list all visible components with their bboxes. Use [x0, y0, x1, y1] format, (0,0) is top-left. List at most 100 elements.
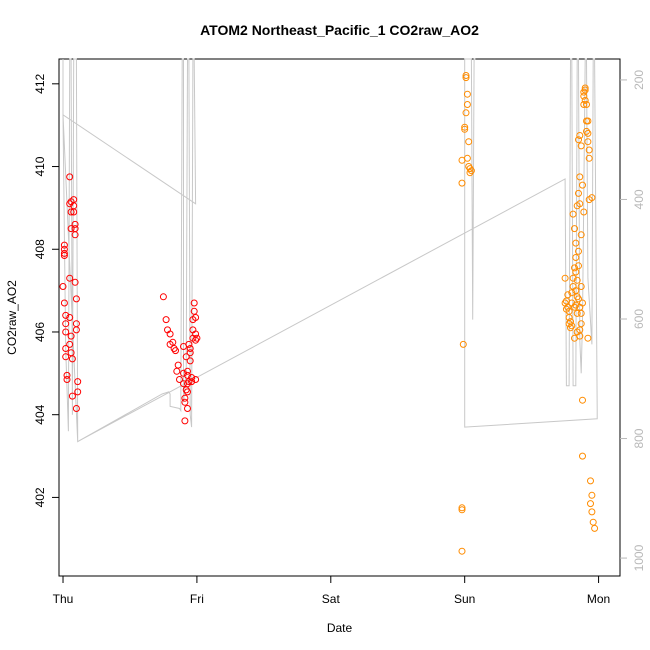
data-point: [584, 129, 592, 137]
data-point: [174, 361, 182, 369]
data-point: [465, 138, 473, 146]
x-axis: Thu Fri Sat Sun Mon: [53, 575, 610, 606]
data-point: [568, 322, 576, 330]
x-tick-label: Sun: [454, 592, 475, 606]
data-point: [576, 200, 584, 208]
data-point: [71, 220, 79, 228]
data-point: [583, 101, 590, 108]
data-point: [585, 154, 593, 162]
data-point: [564, 291, 572, 299]
data-point: [62, 328, 70, 336]
data-point: [60, 241, 68, 249]
data-point: [181, 398, 189, 406]
data-point: [572, 239, 580, 247]
data-point: [581, 86, 589, 94]
plot-border: [58, 58, 621, 577]
data-point: [186, 345, 194, 352]
data-point: [575, 295, 582, 303]
data-point: [567, 324, 574, 332]
y2-tick-label: 1000: [632, 544, 646, 571]
data-point: [458, 179, 466, 187]
data-point: [588, 491, 596, 499]
points-layer: [59, 72, 599, 555]
data-point: [458, 547, 466, 555]
data-point: [564, 303, 572, 311]
data-point: [188, 374, 196, 381]
data-point: [67, 208, 75, 216]
data-point: [459, 340, 467, 348]
y2-tick-label: 800: [632, 428, 646, 448]
data-point: [72, 320, 80, 328]
data-point: [62, 345, 70, 352]
data-point: [181, 417, 189, 425]
data-point: [186, 349, 194, 357]
data-point: [466, 169, 474, 177]
data-point: [462, 72, 470, 79]
data-point: [576, 132, 584, 139]
data-point: [467, 167, 475, 175]
data-point: [573, 276, 581, 284]
data-point: [584, 138, 592, 146]
data-point: [62, 353, 70, 361]
data-point: [579, 396, 586, 404]
y2-axis: 200 400 600 800 1000: [620, 70, 646, 571]
data-point: [463, 90, 471, 98]
data-point: [67, 332, 75, 340]
data-point: [577, 231, 585, 239]
data-point: [180, 369, 187, 377]
data-point: [72, 326, 80, 334]
data-point: [188, 378, 196, 386]
data-point: [571, 225, 578, 233]
data-point: [572, 254, 580, 261]
data-point: [561, 274, 569, 282]
y-axis-label: CO2raw_AO2: [5, 280, 19, 355]
data-point: [66, 173, 74, 181]
data-point: [463, 101, 471, 108]
x-tick-label: Mon: [587, 592, 610, 606]
data-point: [585, 146, 593, 154]
data-point: [62, 311, 70, 319]
data-point: [575, 136, 582, 144]
data-point: [579, 299, 586, 307]
data-point: [185, 340, 193, 348]
data-point: [70, 208, 78, 216]
data-point: [72, 405, 80, 412]
data-point: [575, 262, 582, 270]
data-point: [159, 293, 167, 301]
data-point: [173, 367, 181, 375]
data-point: [577, 309, 585, 317]
data-point: [184, 388, 191, 396]
data-point: [68, 355, 76, 363]
data-point: [60, 252, 68, 259]
data-point: [462, 74, 470, 82]
y-tick-label: 404: [33, 404, 47, 424]
data-point: [66, 274, 74, 282]
data-point: [71, 278, 79, 286]
y-tick-label: 410: [33, 156, 47, 176]
data-point: [576, 173, 584, 181]
data-point: [184, 405, 191, 412]
data-point: [576, 332, 584, 340]
data-point: [461, 123, 469, 131]
y-tick-label: 406: [33, 322, 47, 342]
data-point: [588, 194, 596, 202]
data-point: [587, 477, 594, 485]
y2-tick-label: 200: [632, 70, 646, 90]
data-point: [63, 376, 71, 383]
data-point: [192, 376, 200, 383]
data-point: [184, 367, 191, 375]
data-point: [458, 506, 466, 514]
data-point: [577, 142, 585, 150]
data-point: [162, 316, 170, 324]
data-point: [583, 127, 590, 135]
data-point: [62, 320, 70, 328]
data-point: [579, 452, 586, 460]
data-point: [66, 314, 74, 321]
data-point: [571, 264, 578, 272]
data-point: [193, 334, 201, 342]
x-tick-label: Thu: [53, 592, 74, 606]
x-tick-label: Fri: [190, 592, 204, 606]
data-point: [584, 334, 592, 342]
y-tick-label: 412: [33, 73, 47, 93]
